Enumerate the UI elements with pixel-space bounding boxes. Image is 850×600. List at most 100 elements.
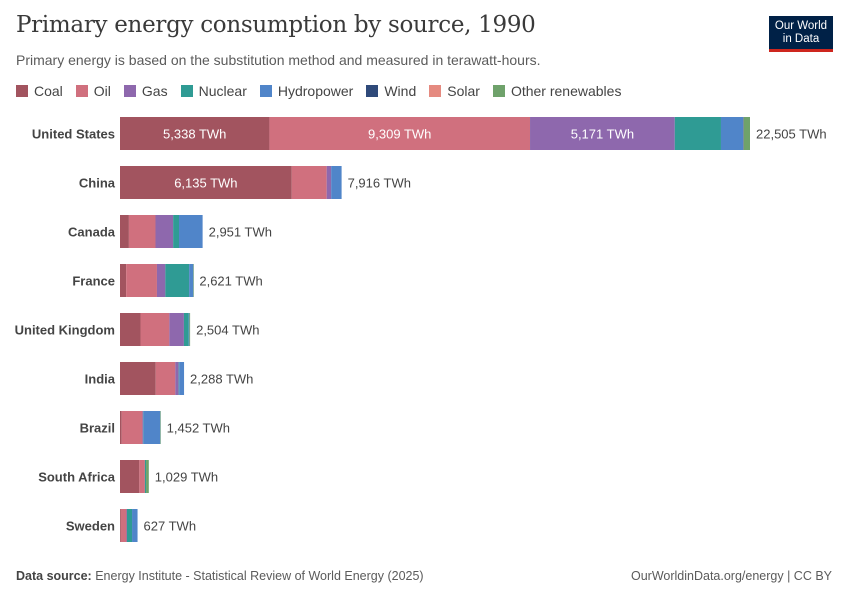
bar-segment[interactable]	[155, 362, 176, 395]
total-label: 2,504 TWh	[196, 323, 259, 338]
legend-label: Hydropower	[277, 83, 354, 99]
legend-item[interactable]: Gas	[123, 83, 168, 99]
bar-segment[interactable]	[720, 117, 744, 150]
logo-line2: in Data	[782, 33, 820, 45]
legend-item[interactable]: Solar	[429, 83, 480, 99]
legend-label: Other renewables	[510, 83, 622, 99]
bar-segment[interactable]	[126, 264, 157, 297]
total-label: 7,916 TWh	[348, 176, 411, 191]
bar-segment[interactable]	[126, 509, 133, 542]
bar-segment[interactable]	[120, 166, 292, 199]
total-label: 22,505 TWh	[756, 127, 827, 142]
category-label: India	[85, 372, 116, 387]
bar-segment[interactable]	[120, 509, 127, 542]
bar-segment[interactable]	[269, 117, 531, 150]
bar-segment[interactable]	[143, 411, 144, 444]
bar-segment[interactable]	[121, 411, 143, 444]
segment-label: 5,338 TWh	[163, 127, 226, 142]
category-label: Brazil	[80, 421, 115, 436]
segment-label: 5,171 TWh	[571, 127, 634, 142]
bar-segment[interactable]	[331, 166, 342, 199]
legend-item[interactable]: Oil	[75, 83, 111, 99]
legend-swatch	[16, 85, 28, 97]
legend-swatch	[180, 85, 193, 97]
bar-segment[interactable]	[674, 117, 721, 150]
category-label: China	[79, 176, 116, 191]
bar-segment[interactable]	[743, 117, 744, 150]
bar-segment[interactable]	[120, 264, 127, 297]
category-label: United States	[32, 127, 115, 142]
bar-segment[interactable]	[120, 362, 156, 395]
bar-segment[interactable]	[142, 411, 144, 444]
bar-segment[interactable]	[120, 117, 270, 150]
bar-segment[interactable]	[146, 460, 149, 493]
bar-segment[interactable]	[173, 215, 180, 248]
bar-segment[interactable]	[189, 264, 194, 297]
category-label: United Kingdom	[15, 323, 115, 338]
category-label: Canada	[68, 225, 116, 240]
source-link[interactable]: OurWorldinData.org/energy | CC BY	[630, 569, 832, 583]
bar-segment[interactable]	[189, 313, 191, 346]
data-source: Data source: Energy Institute - Statisti…	[16, 569, 424, 583]
legend-swatch	[366, 85, 379, 97]
bar-segment[interactable]	[120, 460, 140, 493]
legend-item[interactable]: Other renewables	[492, 83, 622, 99]
bar-segment[interactable]	[530, 117, 675, 150]
bar-segment[interactable]	[179, 362, 185, 395]
legend-item[interactable]: Wind	[366, 83, 416, 99]
total-label: 1,452 TWh	[167, 421, 230, 436]
bar-segment[interactable]	[120, 313, 141, 346]
bar-segment[interactable]	[156, 264, 166, 297]
legend-label: Gas	[141, 83, 168, 99]
segment-label: 9,309 TWh	[368, 127, 431, 142]
bar-segment[interactable]	[144, 460, 147, 493]
legend-swatch	[259, 85, 272, 97]
chart-legend: Coal Oil Gas Nuclear Hydropower Wind Solar Othe…	[16, 83, 634, 99]
category-label: France	[72, 274, 115, 289]
stacked-bar-chart: United States 22,505 TWh 5,338 TWh 9,309 TW…	[15, 117, 827, 542]
bar-segment[interactable]	[165, 264, 190, 297]
bar-segment[interactable]	[291, 166, 327, 199]
bar-segment[interactable]	[126, 509, 127, 542]
bar-segment[interactable]	[178, 362, 180, 395]
bar-segment[interactable]	[188, 313, 190, 346]
bar-segment[interactable]	[143, 411, 161, 444]
owid-logo[interactable]: Our World in Data	[769, 16, 833, 52]
legend-swatch	[123, 85, 136, 97]
legend-label: Solar	[447, 83, 480, 99]
bar-segment[interactable]	[155, 215, 174, 248]
total-label: 627 TWh	[144, 519, 197, 534]
bar-segment[interactable]	[160, 411, 161, 444]
bar-segment[interactable]	[175, 362, 179, 395]
bar-segment[interactable]	[120, 411, 122, 444]
category-label: Sweden	[66, 519, 115, 534]
bar-segment[interactable]	[743, 117, 750, 150]
bar-segment[interactable]	[132, 509, 138, 542]
legend-item[interactable]: Coal	[16, 83, 63, 99]
bar-segment[interactable]	[120, 215, 129, 248]
bar-segment[interactable]	[183, 313, 189, 346]
total-label: 2,621 TWh	[199, 274, 262, 289]
legend-swatch	[492, 85, 505, 97]
bar-segment[interactable]	[179, 215, 203, 248]
legend-item[interactable]: Nuclear	[180, 83, 247, 99]
legend-label: Nuclear	[198, 83, 247, 99]
bar-segment[interactable]	[128, 215, 156, 248]
logo-line1: Our World	[774, 20, 828, 32]
bar-segment[interactable]	[326, 166, 332, 199]
legend-item[interactable]: Hydropower	[259, 83, 354, 99]
legend-label: Oil	[93, 83, 111, 99]
bar-segment[interactable]	[139, 460, 145, 493]
bar-segment[interactable]	[193, 264, 194, 297]
total-label: 2,951 TWh	[209, 225, 272, 240]
chart-subtitle: Primary energy is based on the substitut…	[16, 52, 541, 68]
bar-segment[interactable]	[120, 509, 121, 542]
category-label: South Africa	[38, 470, 116, 485]
bar-segment[interactable]	[169, 313, 184, 346]
total-label: 1,029 TWh	[155, 470, 218, 485]
legend-swatch	[429, 85, 442, 97]
data-source-label: Data source:	[16, 569, 92, 583]
legend-label: Coal	[34, 83, 63, 99]
legend-swatch	[75, 85, 88, 97]
bar-segment[interactable]	[140, 313, 170, 346]
